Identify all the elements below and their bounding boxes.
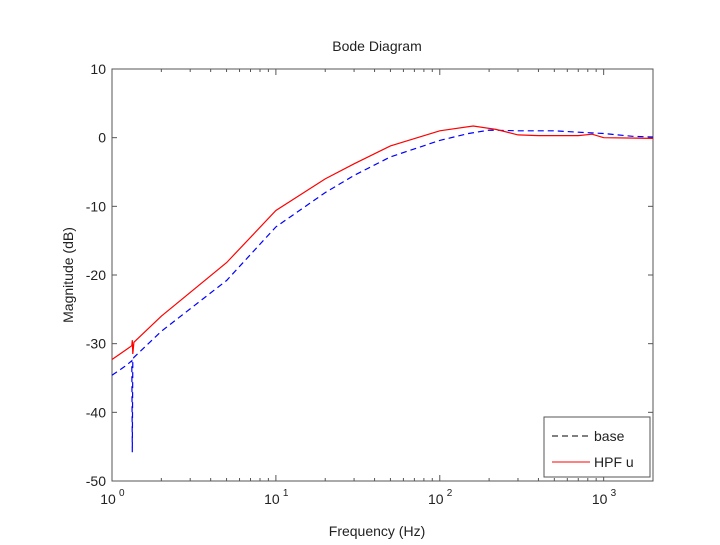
x-tick-label: 10: [428, 491, 444, 507]
legend: base HPF u: [543, 416, 651, 478]
y-tick-label: -20: [86, 267, 106, 283]
x-tick-label: 10: [264, 491, 280, 507]
x-tick-exponent: 0: [119, 488, 125, 499]
legend-box: [543, 416, 651, 478]
series-line-base: [111, 129, 654, 453]
x-axis-label: Frequency (Hz): [329, 523, 425, 539]
x-tick-label: 10: [592, 491, 608, 507]
y-tick-label: 0: [98, 130, 106, 146]
x-tick-exponent: 3: [611, 488, 617, 499]
x-tick-label: 10: [100, 491, 116, 507]
chart-title: Bode Diagram: [332, 38, 422, 54]
y-axis-label: Magnitude (dB): [60, 227, 76, 323]
legend-label-hpf-u: HPF u: [594, 454, 634, 470]
x-tick-exponent: 1: [283, 488, 289, 499]
series-line-hpf-u: [111, 125, 654, 360]
y-tick-label: -30: [86, 336, 106, 352]
y-tick-label: 10: [90, 61, 106, 77]
y-tick-label: -40: [86, 404, 106, 420]
x-tick-exponent: 2: [447, 488, 453, 499]
y-tick-label: -10: [86, 198, 106, 214]
legend-label-base: base: [594, 428, 625, 444]
y-tick-label: -50: [86, 473, 106, 489]
